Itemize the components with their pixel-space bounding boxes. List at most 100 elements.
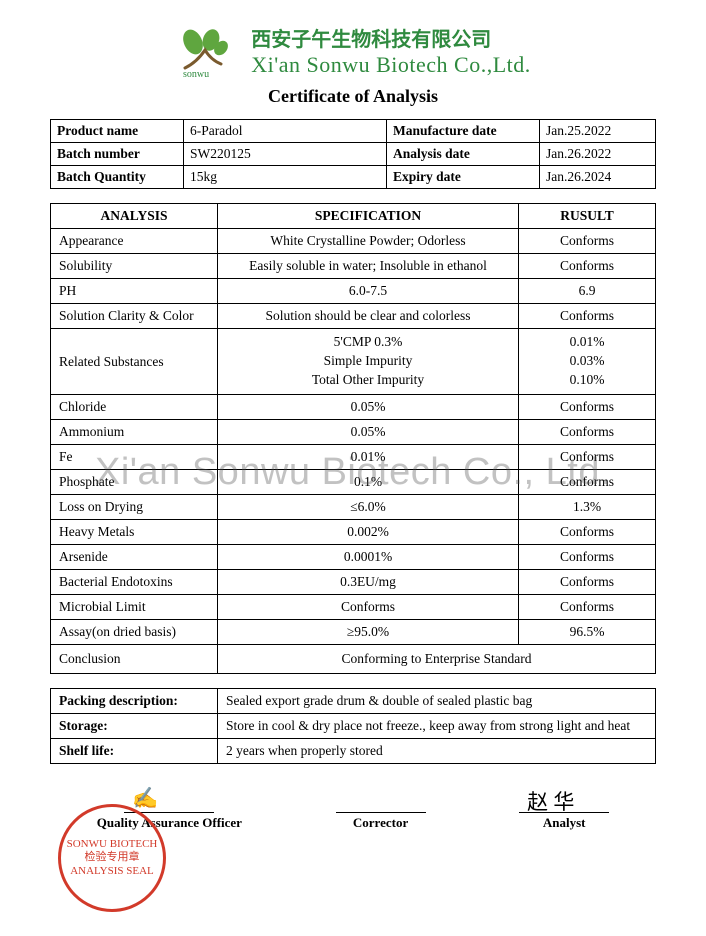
analysis-cell: Conforms [519, 254, 656, 279]
analysis-cell: Conforms [519, 420, 656, 445]
analysis-cell: Solubility [51, 254, 218, 279]
info-cell: Jan.25.2022 [540, 120, 656, 143]
info-row: Product name6-ParadolManufacture dateJan… [51, 120, 656, 143]
analysis-cell: Conforms [519, 520, 656, 545]
analysis-cell: 0.3EU/mg [218, 570, 519, 595]
col-analysis: ANALYSIS [51, 204, 218, 229]
conclusion-row: ConclusionConforming to Enterprise Stand… [51, 645, 656, 674]
packing-key: Packing description: [51, 689, 218, 714]
analysis-cell: 6.0-7.5 [218, 279, 519, 304]
info-cell: Analysis date [387, 143, 540, 166]
analysis-row: Bacterial Endotoxins0.3EU/mgConforms [51, 570, 656, 595]
company-logo-icon: sonwu [175, 28, 237, 78]
analysis-row: PH6.0-7.56.9 [51, 279, 656, 304]
company-name-en: Xi'an Sonwu Biotech Co.,Ltd. [251, 52, 531, 78]
analysis-cell: ≥95.0% [218, 620, 519, 645]
info-cell: Expiry date [387, 166, 540, 189]
col-specification: SPECIFICATION [218, 204, 519, 229]
analysis-cell: Loss on Drying [51, 495, 218, 520]
info-cell: 6-Paradol [184, 120, 387, 143]
sig-line-analyst: 赵 华 [519, 790, 609, 813]
analysis-cell: Solution should be clear and colorless [218, 304, 519, 329]
analysis-cell: Conforms [519, 570, 656, 595]
analysis-cell: Microbial Limit [51, 595, 218, 620]
info-cell: Jan.26.2022 [540, 143, 656, 166]
info-cell: Product name [51, 120, 184, 143]
info-cell: Batch number [51, 143, 184, 166]
analysis-cell: Conforms [218, 595, 519, 620]
role-corrector: Corrector [353, 815, 408, 831]
packing-value: Store in cool & dry place not freeze., k… [218, 714, 656, 739]
conclusion-label: Conclusion [51, 645, 218, 674]
analysis-table: ANALYSIS SPECIFICATION RUSULT Appearance… [50, 203, 656, 674]
analysis-row: SolubilityEasily soluble in water; Insol… [51, 254, 656, 279]
analysis-cell: Chloride [51, 395, 218, 420]
analysis-cell: PH [51, 279, 218, 304]
company-name-cn: 西安子午生物科技有限公司 [251, 28, 531, 52]
sig-qa: ✍ Quality Assurance Officer [97, 790, 242, 831]
analysis-cell: Conforms [519, 545, 656, 570]
company-header: sonwu 西安子午生物科技有限公司 Xi'an Sonwu Biotech C… [0, 0, 706, 78]
analysis-cell: Conforms [519, 304, 656, 329]
analysis-row: AppearanceWhite Crystalline Powder; Odor… [51, 229, 656, 254]
analysis-row: Solution Clarity & ColorSolution should … [51, 304, 656, 329]
analysis-cell: White Crystalline Powder; Odorless [218, 229, 519, 254]
analysis-row: Assay(on dried basis)≥95.0%96.5% [51, 620, 656, 645]
info-cell: Manufacture date [387, 120, 540, 143]
analysis-cell: Solution Clarity & Color [51, 304, 218, 329]
analysis-row: Chloride0.05%Conforms [51, 395, 656, 420]
analysis-row: Ammonium0.05%Conforms [51, 420, 656, 445]
analysis-row: Related Substances5'CMP 0.3%Simple Impur… [51, 329, 656, 395]
analysis-cell: Conforms [519, 595, 656, 620]
company-name-block: 西安子午生物科技有限公司 Xi'an Sonwu Biotech Co.,Ltd… [251, 28, 531, 78]
analysis-cell: Arsenide [51, 545, 218, 570]
analysis-cell: Assay(on dried basis) [51, 620, 218, 645]
analysis-cell: 5'CMP 0.3%Simple ImpurityTotal Other Imp… [218, 329, 519, 395]
analysis-cell: Ammonium [51, 420, 218, 445]
role-analyst: Analyst [543, 815, 586, 831]
analyst-signature-icon: 赵 华 [527, 786, 574, 816]
analysis-cell: Conforms [519, 445, 656, 470]
sig-line-qa: ✍ [124, 790, 214, 813]
role-qa: Quality Assurance Officer [97, 815, 242, 831]
document-title: Certificate of Analysis [0, 86, 706, 107]
analysis-row: Loss on Drying≤6.0%1.3% [51, 495, 656, 520]
packing-value: 2 years when properly stored [218, 739, 656, 764]
packing-row: Storage:Store in cool & dry place not fr… [51, 714, 656, 739]
info-cell: Batch Quantity [51, 166, 184, 189]
analysis-cell: 6.9 [519, 279, 656, 304]
info-cell: 15kg [184, 166, 387, 189]
analysis-cell: 0.05% [218, 420, 519, 445]
analysis-cell: Phosphate [51, 470, 218, 495]
content-area: Product name6-ParadolManufacture dateJan… [0, 119, 706, 831]
analysis-cell: 1.3% [519, 495, 656, 520]
info-cell: Jan.26.2024 [540, 166, 656, 189]
analysis-cell: Conforms [519, 470, 656, 495]
sig-analyst: 赵 华 Analyst [519, 790, 609, 831]
analysis-cell: Appearance [51, 229, 218, 254]
analysis-cell: 0.01% [218, 445, 519, 470]
analysis-cell: Conforms [519, 229, 656, 254]
analysis-cell: Heavy Metals [51, 520, 218, 545]
conclusion-value: Conforming to Enterprise Standard [218, 645, 656, 674]
sig-corrector: Corrector [336, 790, 426, 831]
analysis-cell: Bacterial Endotoxins [51, 570, 218, 595]
analysis-cell: Easily soluble in water; Insoluble in et… [218, 254, 519, 279]
analysis-row: Phosphate0.1%Conforms [51, 470, 656, 495]
stamp-line-0: SONWU BIOTECH [67, 838, 158, 851]
info-table: Product name6-ParadolManufacture dateJan… [50, 119, 656, 189]
info-cell: SW220125 [184, 143, 387, 166]
info-row: Batch Quantity15kgExpiry dateJan.26.2024 [51, 166, 656, 189]
signatures-row: ✍ Quality Assurance Officer Corrector 赵 … [50, 790, 656, 831]
packing-row: Packing description:Sealed export grade … [51, 689, 656, 714]
analysis-cell: Conforms [519, 395, 656, 420]
svg-text:sonwu: sonwu [183, 69, 209, 78]
analysis-cell: 0.002% [218, 520, 519, 545]
sig-line-corrector [336, 790, 426, 813]
packing-row: Shelf life:2 years when properly stored [51, 739, 656, 764]
page: sonwu 西安子午生物科技有限公司 Xi'an Sonwu Biotech C… [0, 0, 706, 936]
analysis-row: Microbial LimitConformsConforms [51, 595, 656, 620]
analysis-cell: Fe [51, 445, 218, 470]
stamp-line-1: 检验专用章 [85, 851, 140, 864]
qa-signature-icon: ✍ [132, 786, 158, 811]
